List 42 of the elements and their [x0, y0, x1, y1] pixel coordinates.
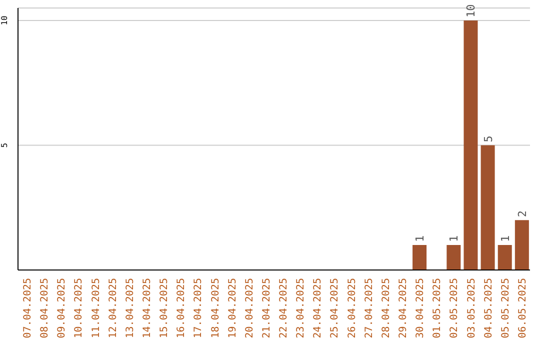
- x-tick-label: 03.05.2025: [466, 278, 478, 338]
- bar: [498, 245, 512, 270]
- x-tick-label: 29.04.2025: [398, 278, 409, 338]
- bar: [480, 145, 495, 270]
- x-tick-label: 13.04.2025: [124, 278, 136, 338]
- x-tick-label: 28.04.2025: [380, 278, 392, 338]
- x-tick-label: 24.04.2025: [312, 278, 324, 338]
- x-tick-label: 09.04.2025: [56, 278, 68, 338]
- x-tick-label: 27.04.2025: [364, 278, 375, 338]
- x-tick-label: 01.05.2025: [432, 278, 444, 338]
- bar: [412, 245, 427, 270]
- x-tick-label: 15.04.2025: [159, 278, 170, 338]
- x-tick-label: 11.04.2025: [90, 278, 102, 338]
- x-tick-label: 05.05.2025: [500, 278, 512, 338]
- data-label: 1: [498, 235, 512, 242]
- x-tick-label: 04.05.2025: [483, 278, 494, 338]
- data-label: 10: [464, 4, 478, 18]
- data-label: 1: [414, 235, 427, 242]
- x-tick-label: 02.05.2025: [449, 278, 460, 338]
- x-tick-label: 20.04.2025: [244, 278, 256, 338]
- data-label: 2: [516, 210, 529, 218]
- x-tick-label: 26.04.2025: [346, 278, 358, 338]
- x-tick-label: 07.04.2025: [22, 278, 34, 338]
- x-tick-label: 23.04.2025: [296, 278, 307, 338]
- data-label: 1: [448, 235, 461, 242]
- x-tick-label: 16.04.2025: [176, 278, 188, 338]
- x-tick-label: 19.04.2025: [227, 278, 238, 338]
- x-tick-label: 17.04.2025: [193, 278, 204, 338]
- bar: [464, 20, 478, 270]
- x-tick-label: 25.04.2025: [330, 278, 341, 338]
- bar: [514, 220, 529, 270]
- x-tick-label: 10.04.2025: [74, 278, 85, 338]
- x-tick-label: 14.04.2025: [142, 278, 153, 338]
- data-label: 5: [482, 136, 495, 142]
- x-tick-label: 06.05.2025: [517, 278, 528, 338]
- x-tick-label: 18.04.2025: [210, 278, 222, 338]
- x-tick-label: 08.04.2025: [40, 278, 51, 338]
- x-tick-label: 12.04.2025: [108, 278, 119, 338]
- x-tick-label: 22.04.2025: [278, 278, 290, 338]
- bar: [446, 245, 461, 270]
- x-tick-label: 30.04.2025: [415, 278, 426, 338]
- x-tick-label: 21.04.2025: [261, 278, 272, 338]
